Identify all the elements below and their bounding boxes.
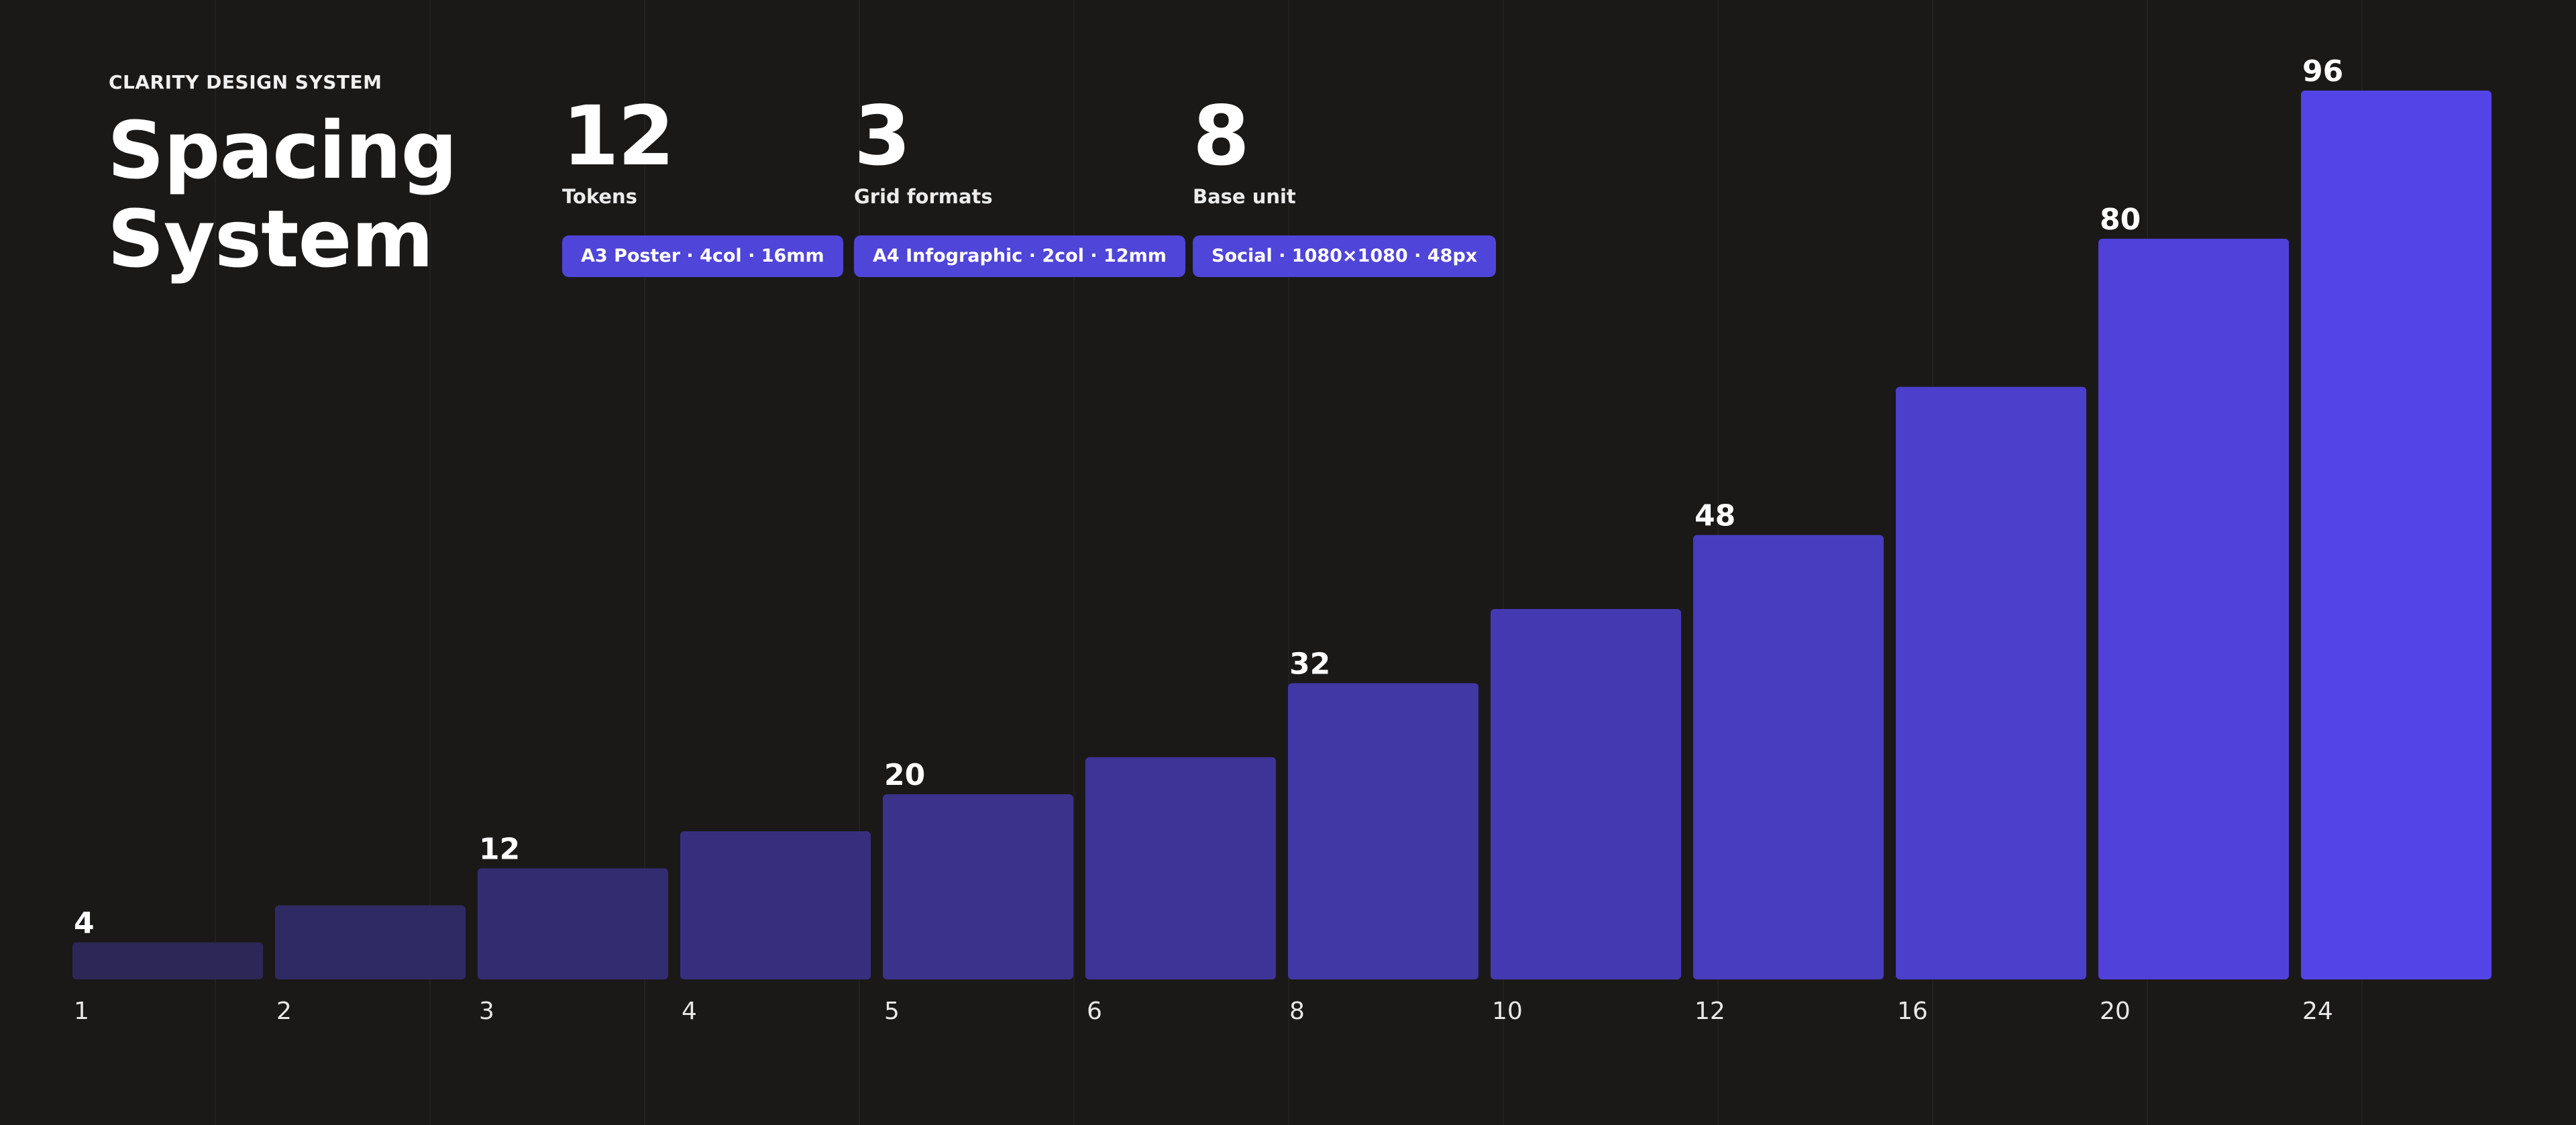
- stat-value: 8: [1193, 89, 1250, 184]
- x-tick-12: 12: [1695, 998, 1725, 1025]
- bar-20: [2098, 238, 2289, 979]
- data-label-5: 20: [884, 758, 925, 792]
- bar-12: [1693, 535, 1884, 979]
- x-tick-20: 20: [2100, 998, 2131, 1025]
- x-tick-16: 16: [1897, 998, 1928, 1025]
- title-line-1: Spacing: [107, 104, 458, 197]
- stat-label: Grid formats: [854, 185, 993, 208]
- eyebrow-label: CLARITY DESIGN SYSTEM: [109, 71, 382, 93]
- grid-line: [1288, 0, 1289, 1125]
- bar-16: [1896, 386, 2086, 979]
- data-label-3: 12: [479, 832, 520, 866]
- x-tick-3: 3: [479, 998, 494, 1025]
- data-label-1: 4: [74, 906, 95, 941]
- x-tick-6: 6: [1087, 998, 1102, 1025]
- grid-line: [859, 0, 860, 1125]
- grid-line: [644, 0, 645, 1125]
- stat-value: 12: [562, 89, 675, 184]
- format-pill-a3-poster[interactable]: A3 Poster · 4col · 16mm: [562, 235, 843, 277]
- x-tick-24: 24: [2302, 998, 2333, 1025]
- data-label-12: 48: [1695, 499, 1735, 533]
- x-tick-1: 1: [74, 998, 89, 1025]
- bar-10: [1491, 608, 1681, 979]
- x-tick-2: 2: [276, 998, 292, 1025]
- bar-1: [72, 942, 263, 979]
- bar-6: [1085, 757, 1276, 979]
- x-tick-5: 5: [884, 998, 900, 1025]
- stat-label: Base unit: [1193, 185, 1296, 208]
- page-title: Spacing System: [107, 104, 458, 285]
- format-pill-a4-infographic[interactable]: A4 Infographic · 2col · 12mm: [854, 235, 1185, 277]
- stat-tokens: 12 Tokens: [562, 89, 675, 208]
- grid-line: [429, 0, 431, 1125]
- x-tick-10: 10: [1492, 998, 1523, 1025]
- stat-label: Tokens: [562, 185, 637, 208]
- title-line-2: System: [107, 193, 434, 285]
- bar-24: [2301, 91, 2491, 979]
- grid-line: [1503, 0, 1504, 1125]
- bar-2: [275, 905, 466, 979]
- x-tick-4: 4: [682, 998, 697, 1025]
- stat-grid-formats: 3 Grid formats: [854, 93, 993, 208]
- data-label-8: 32: [1289, 647, 1330, 681]
- bar-8: [1288, 683, 1479, 979]
- grid-line: [215, 0, 216, 1125]
- data-label-20: 80: [2100, 203, 2141, 237]
- data-label-24: 96: [2302, 54, 2343, 89]
- format-pill-social[interactable]: Social · 1080×1080 · 48px: [1193, 235, 1497, 277]
- bar-3: [478, 868, 668, 979]
- x-tick-8: 8: [1289, 998, 1305, 1025]
- bar-5: [883, 794, 1073, 979]
- grid-line: [1073, 0, 1075, 1125]
- stat-value: 3: [854, 89, 911, 184]
- stat-base-unit: 8 Base unit: [1193, 93, 1296, 208]
- bar-4: [680, 831, 871, 979]
